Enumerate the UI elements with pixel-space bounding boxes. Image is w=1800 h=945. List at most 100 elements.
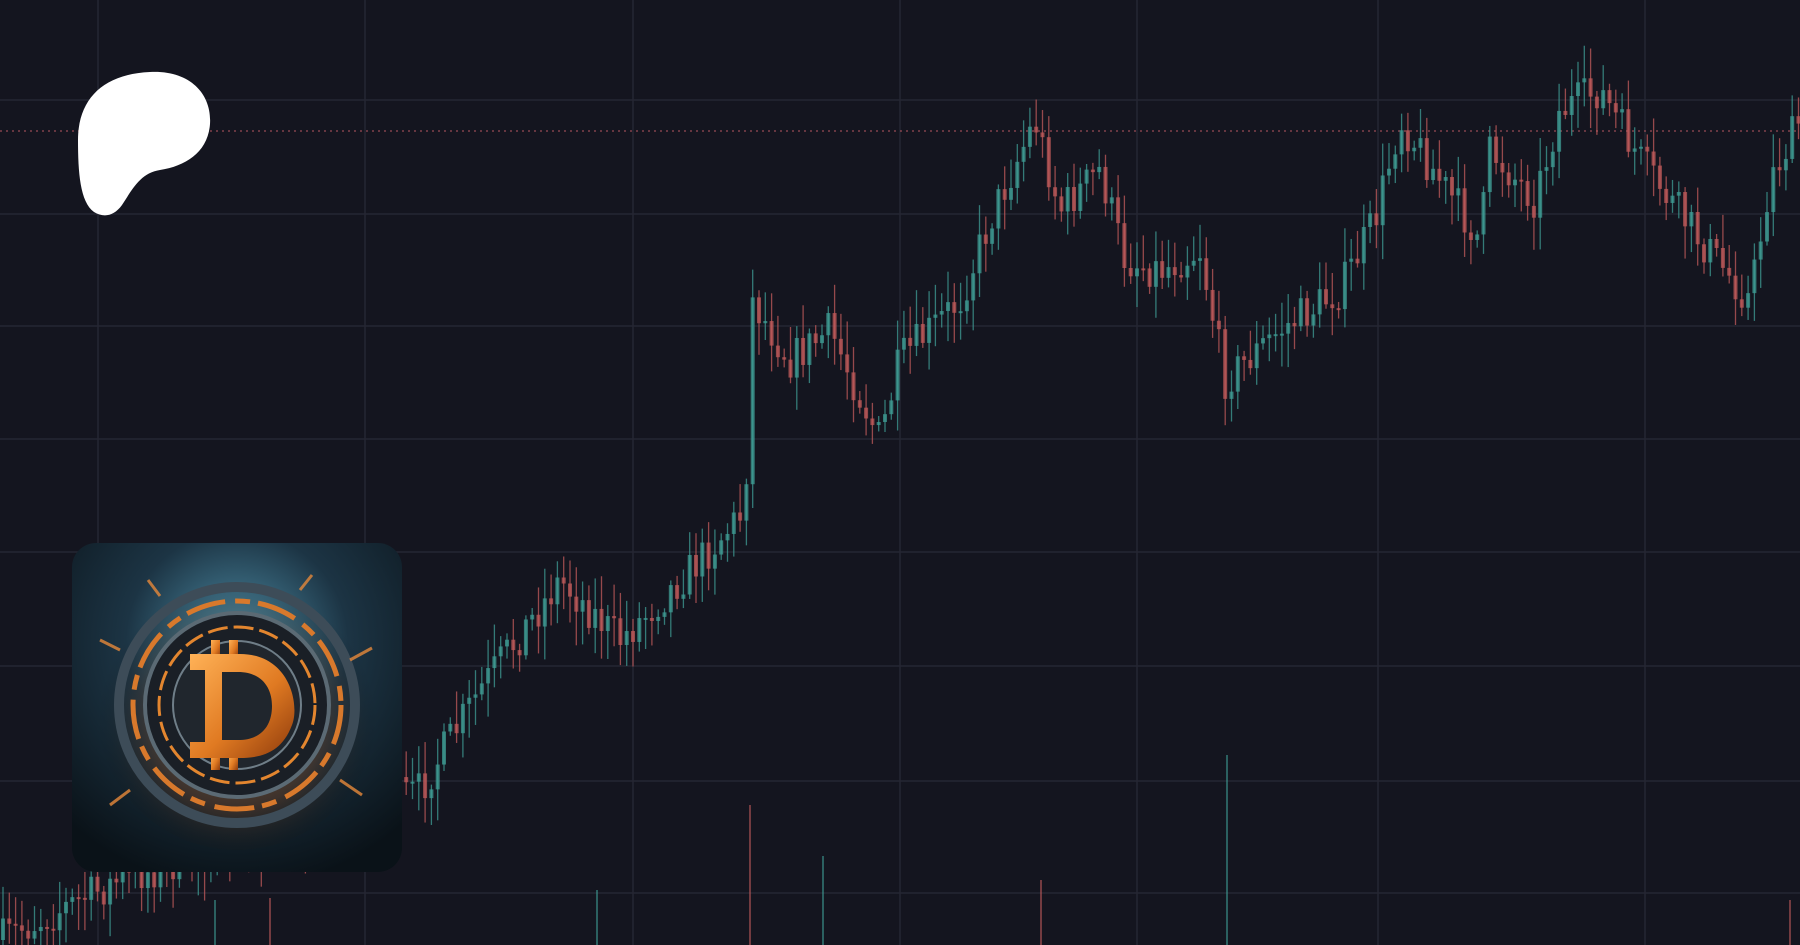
candle-body <box>1 918 5 940</box>
candle-body <box>1261 338 1265 344</box>
candle-body <box>624 631 629 646</box>
candle-body <box>435 764 440 790</box>
candle-body <box>996 189 1001 229</box>
candle-body <box>1651 151 1656 166</box>
candle-body <box>1645 146 1650 152</box>
candle-body <box>1223 329 1228 399</box>
candle-body <box>145 872 150 889</box>
candle-body <box>479 683 484 695</box>
candle-body <box>1796 116 1800 124</box>
candle-body <box>832 313 837 339</box>
candle-body <box>643 617 648 620</box>
candle-body <box>1450 177 1454 196</box>
candle-body <box>1487 136 1492 193</box>
candle-body <box>158 857 163 888</box>
candle-body <box>662 612 667 617</box>
candle-body <box>599 608 604 632</box>
candle-body <box>1034 126 1039 133</box>
candle-body <box>1116 197 1121 224</box>
candle-body <box>120 870 125 883</box>
candle-body <box>605 616 610 632</box>
candle-body <box>429 789 434 799</box>
candle-body <box>1393 154 1398 169</box>
candle-body <box>1531 205 1536 218</box>
candle-body <box>1657 165 1662 189</box>
candle-body <box>1727 267 1732 276</box>
candle-body <box>460 703 465 734</box>
candle-body <box>656 616 661 621</box>
candle-body <box>57 913 62 931</box>
candle-body <box>1198 258 1202 261</box>
candle-body <box>492 656 497 669</box>
candle-body <box>1160 261 1165 278</box>
candlestick-background <box>1 45 1800 945</box>
candle-body <box>1538 170 1543 218</box>
candle-body <box>1009 187 1013 200</box>
candle-body <box>631 631 635 642</box>
candle-body <box>637 618 642 642</box>
candle-body <box>782 357 787 360</box>
candle-body <box>1588 78 1593 97</box>
candle-body <box>1185 265 1190 278</box>
candle-body <box>1172 267 1177 276</box>
candle-body <box>687 554 692 595</box>
candle-body <box>13 923 18 926</box>
candle-body <box>1550 151 1555 168</box>
candle-body <box>1015 161 1020 188</box>
candle-body <box>744 484 749 521</box>
candle-body <box>1746 293 1751 308</box>
candle-body <box>908 337 913 346</box>
candle-body <box>1708 238 1713 263</box>
candle-body <box>1525 181 1530 206</box>
candle-body <box>757 297 761 324</box>
candle-body <box>775 345 780 358</box>
candle-body <box>1254 343 1259 369</box>
candle-body <box>1040 132 1045 138</box>
candle-body <box>920 323 925 343</box>
candle-body <box>1607 90 1612 104</box>
candle-body <box>498 646 503 657</box>
candle-body <box>927 317 932 343</box>
candle-body <box>1021 146 1026 162</box>
candle-body <box>694 554 698 577</box>
candle-body <box>1739 299 1744 308</box>
candle-body <box>1147 268 1152 287</box>
candle-body <box>1122 223 1127 268</box>
candle-body <box>1582 78 1587 83</box>
candle-body <box>580 600 585 612</box>
candle-body <box>1109 197 1114 204</box>
candle-body <box>1153 261 1158 287</box>
candle-body <box>807 333 812 365</box>
candle-body <box>454 723 459 734</box>
candle-body <box>731 512 736 534</box>
candle-body <box>32 931 37 939</box>
candle-body <box>1576 82 1580 97</box>
candle-body <box>1103 166 1108 204</box>
candle-body <box>586 600 591 628</box>
candle-body <box>838 338 843 355</box>
candle-body <box>1078 183 1083 211</box>
candle-body <box>1387 168 1391 176</box>
candle-body <box>1594 96 1599 109</box>
candle-body <box>89 876 94 900</box>
candle-body <box>706 542 711 569</box>
candle-body <box>971 273 976 301</box>
candle-body <box>1286 323 1291 334</box>
candle-body <box>952 302 957 313</box>
candle-body <box>574 596 579 612</box>
candle-body <box>549 598 554 605</box>
candle-body <box>1342 261 1347 310</box>
candle-body <box>788 359 793 378</box>
candle-body <box>1758 241 1763 260</box>
candle-body <box>139 864 144 889</box>
candle-body <box>895 349 900 401</box>
candle-body <box>404 777 409 783</box>
candle-body <box>1670 195 1675 203</box>
candle-body <box>568 583 572 597</box>
candle-body <box>700 542 705 577</box>
candle-body <box>1380 175 1385 226</box>
candle-body <box>1336 308 1341 311</box>
candle-body <box>1330 304 1335 309</box>
candle-body <box>561 577 566 584</box>
